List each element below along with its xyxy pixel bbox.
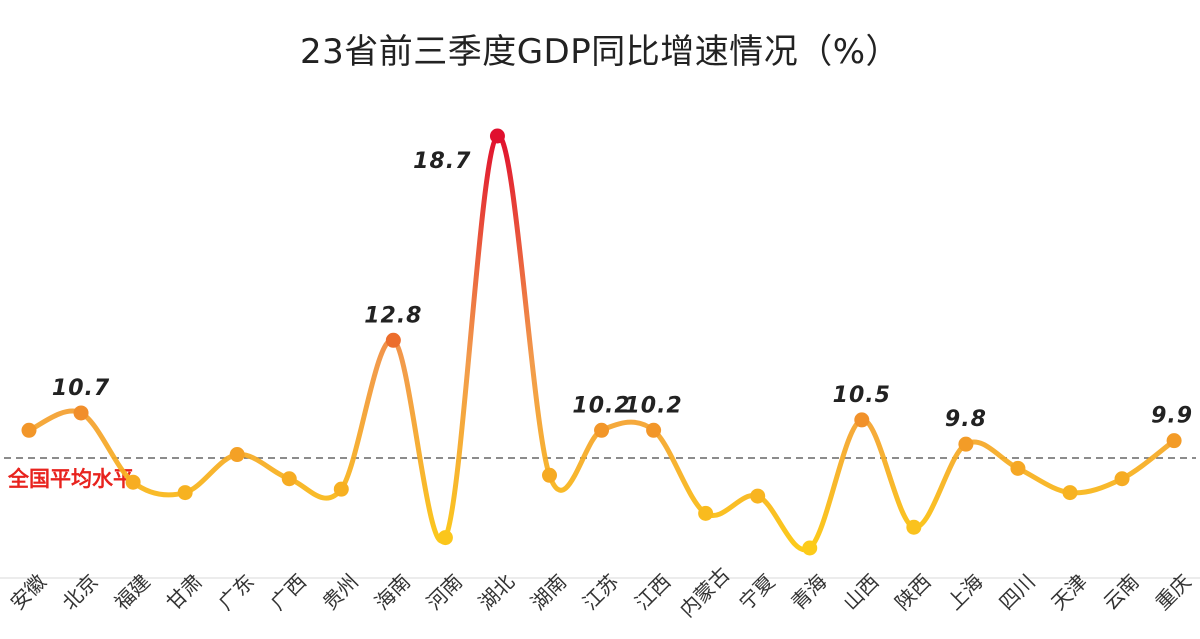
data-point-8[interactable] [385,332,401,348]
x-tick-label-16: 青海 [786,569,831,614]
x-tick-label-22: 云南 [1098,569,1143,614]
x-tick-label-17: 山西 [838,569,883,614]
data-point-5[interactable] [229,447,245,463]
data-point-14[interactable] [698,505,714,521]
x-tick-label-4: 甘肃 [162,569,207,614]
data-point-16[interactable] [802,540,818,556]
x-tick-label-8: 海南 [370,569,415,614]
data-label-10: 18.7 [413,149,471,174]
data-point-22[interactable] [1114,471,1130,487]
data-point-7[interactable] [333,481,349,497]
x-tick-label-19: 上海 [942,569,987,614]
x-tick-label-18: 陕西 [890,569,935,614]
x-tick-label-1: 安徽 [5,569,50,614]
data-label-23: 9.9 [1151,404,1193,429]
data-point-18[interactable] [906,519,922,535]
x-tick-label-11: 湖南 [526,569,571,614]
x-tick-label-2: 北京 [57,569,102,614]
data-label-8: 12.8 [364,303,422,328]
series-line [26,133,1177,553]
x-tick-label-10: 湖北 [474,569,519,614]
x-tick-label-23: 重庆 [1151,569,1196,614]
x-tick-label-6: 广西 [266,569,311,614]
x-tick-label-13: 江西 [630,569,675,614]
x-tick-label-7: 贵州 [318,569,363,614]
data-point-11[interactable] [542,467,557,483]
data-point-21[interactable] [1062,485,1078,501]
x-tick-label-12: 江苏 [578,569,623,614]
x-tick-label-21: 天津 [1046,569,1091,614]
data-point-12[interactable] [594,422,610,438]
data-point-23[interactable] [1166,433,1182,449]
chart-title: 23省前三季度GDP同比增速情况（%） [299,32,901,72]
data-point-3[interactable] [125,474,141,490]
x-tick-label-20: 四川 [994,569,1039,614]
data-label-17: 10.5 [833,383,891,408]
x-tick-label-3: 福建 [110,569,155,614]
data-point-9[interactable] [437,530,453,546]
data-point-6[interactable] [281,471,297,487]
x-tick-label-9: 河南 [422,569,467,614]
data-label-12: 10.2 [572,393,630,418]
data-point-1[interactable] [21,422,37,438]
data-point-4[interactable] [177,485,193,501]
national-average-label: 全国平均水平 [7,467,134,491]
data-point-20[interactable] [1010,460,1026,476]
data-point-2[interactable] [73,405,89,421]
data-point-15[interactable] [750,488,766,504]
x-tick-label-14: 内蒙古 [675,562,734,621]
data-point-13[interactable] [646,422,662,438]
data-point-10[interactable] [489,128,505,144]
x-tick-label-15: 宁夏 [734,569,779,614]
data-label-2: 10.7 [52,376,110,401]
data-point-19[interactable] [958,436,974,452]
data-point-17[interactable] [854,412,870,428]
x-tick-label-5: 广东 [214,569,259,614]
data-label-19: 9.8 [945,407,987,432]
data-label-13: 10.2 [624,393,682,418]
